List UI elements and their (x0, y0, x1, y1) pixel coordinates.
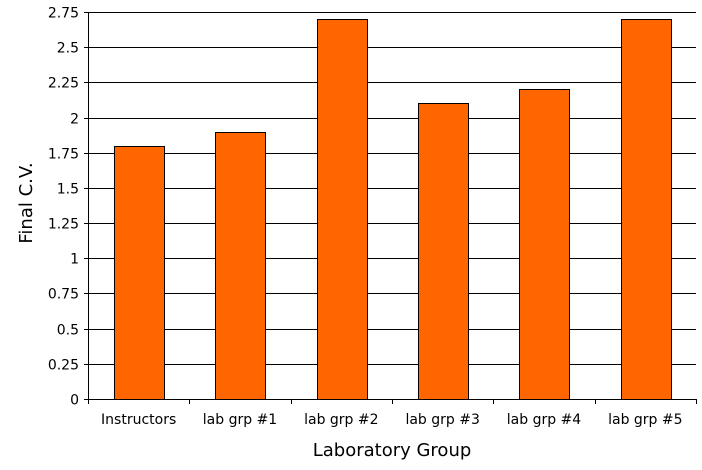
y-tick-label: 1 (70, 252, 79, 268)
x-tick-label: lab grp #5 (608, 412, 682, 428)
y-tick-label: 0.5 (57, 323, 79, 339)
x-tick-label: lab grp #3 (405, 412, 479, 428)
bars (114, 19, 672, 400)
bar (418, 103, 469, 400)
x-tick-label: lab grp #4 (507, 412, 582, 428)
y-tick-label: 2 (70, 112, 79, 128)
x-tick-labels: Instructors lab grp #1 lab grp #2 lab grp #… (101, 412, 682, 428)
y-tick-label: 0.25 (48, 358, 79, 374)
y-tick-label: 2.75 (48, 6, 79, 22)
y-axis-title: Final C.V. (16, 162, 37, 243)
bar (519, 89, 570, 400)
x-axis-title: Laboratory Group (313, 440, 472, 461)
y-tick-label: 1.5 (57, 182, 79, 198)
y-tick-label: 2.25 (48, 76, 79, 92)
y-tick-label: 2.5 (57, 41, 79, 57)
bar (215, 132, 266, 400)
y-tick-label: 0 (70, 393, 79, 409)
bar (621, 19, 672, 400)
x-tick-label: lab grp #1 (203, 412, 277, 428)
bar (317, 19, 368, 400)
axes (84, 12, 697, 404)
bar (114, 146, 165, 400)
y-tick-label: 1.25 (48, 217, 79, 233)
y-tick-label: 0.75 (48, 287, 79, 303)
x-tick-label: lab grp #2 (304, 412, 378, 428)
x-tick-label: Instructors (101, 412, 176, 428)
y-tick-labels: 0 0.25 0.5 0.75 1 1.25 1.5 1.75 2 2.25 2.5 2.75 (48, 6, 79, 409)
y-tick-label: 1.75 (48, 147, 79, 163)
grid-lines (88, 12, 696, 365)
